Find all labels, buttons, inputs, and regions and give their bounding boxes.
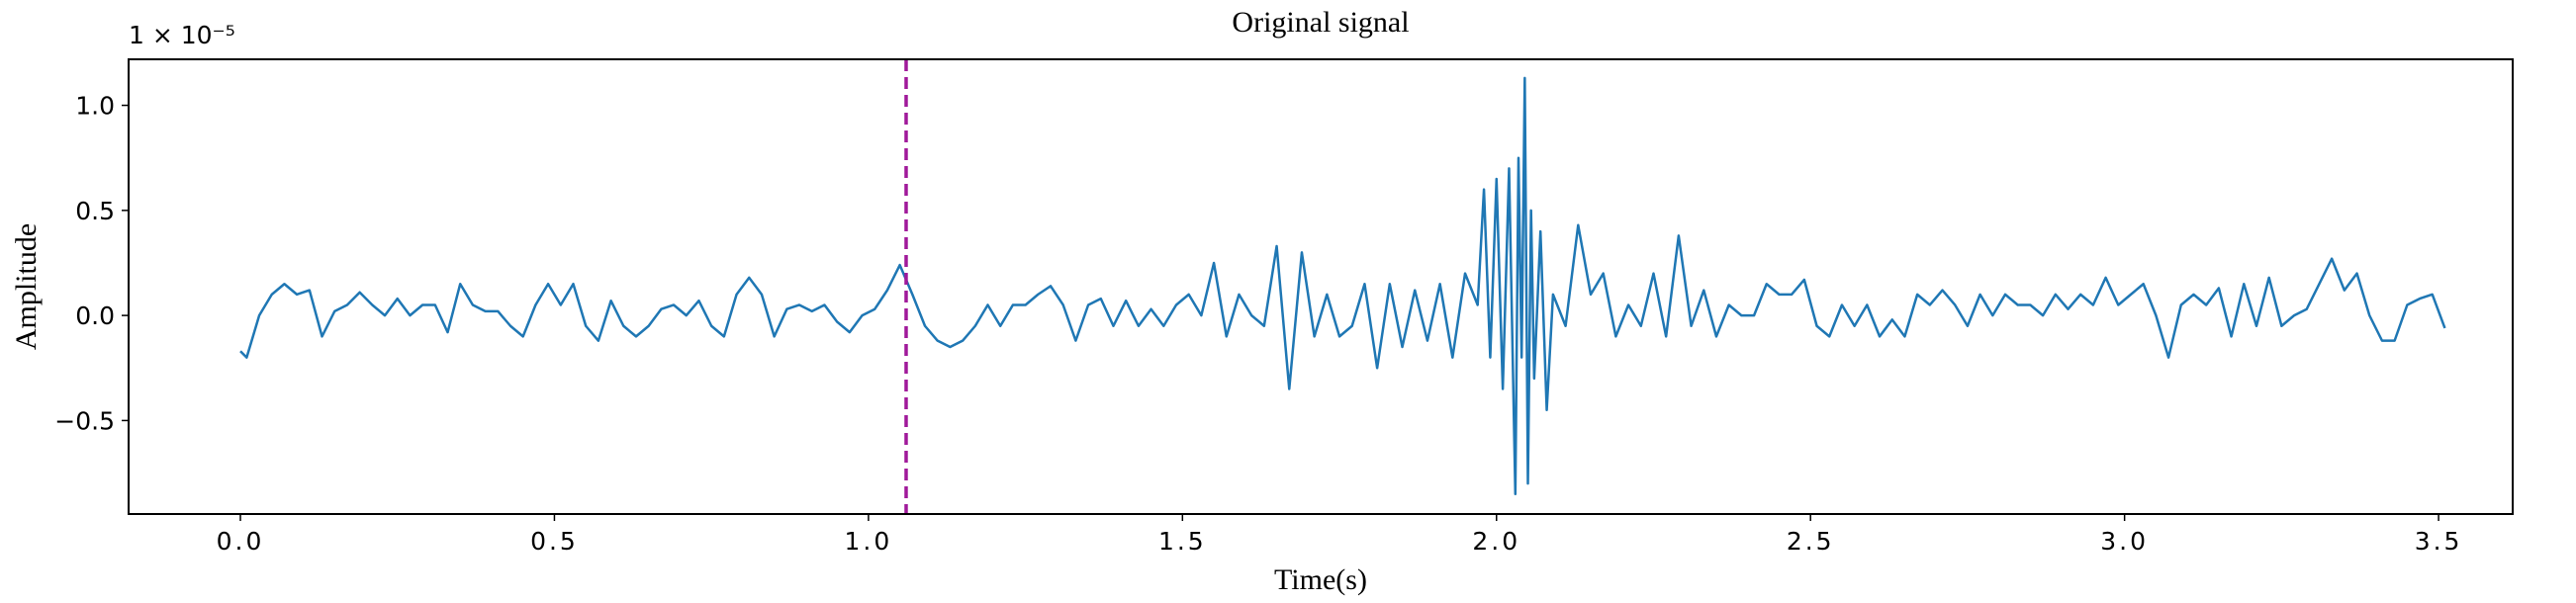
x-tick-label: 1.0: [845, 527, 893, 556]
signal-line: [239, 76, 2446, 496]
y-tick-label: −0.5: [54, 406, 115, 435]
x-tick-label: 0.5: [530, 527, 579, 556]
x-tick-label: 1.5: [1158, 527, 1207, 556]
x-tick-label: 3.5: [2415, 527, 2463, 556]
x-tick-label: 0.0: [217, 527, 265, 556]
x-tick-label: 2.5: [1787, 527, 1835, 556]
y-tick-label: 0.0: [75, 302, 115, 330]
x-axis-label: Time(s): [1274, 563, 1367, 596]
y-tick-label: 1.0: [75, 92, 115, 121]
y-offset-text: 1 × 10⁻⁵: [129, 21, 235, 49]
chart-title: Original signal: [1232, 6, 1409, 39]
y-axis-label: Amplitude: [10, 223, 43, 350]
plot-frame: [128, 58, 2514, 515]
x-tick-label: 3.0: [2100, 527, 2149, 556]
x-tick-label: 2.0: [1472, 527, 1520, 556]
y-tick-label: 0.5: [75, 197, 115, 225]
